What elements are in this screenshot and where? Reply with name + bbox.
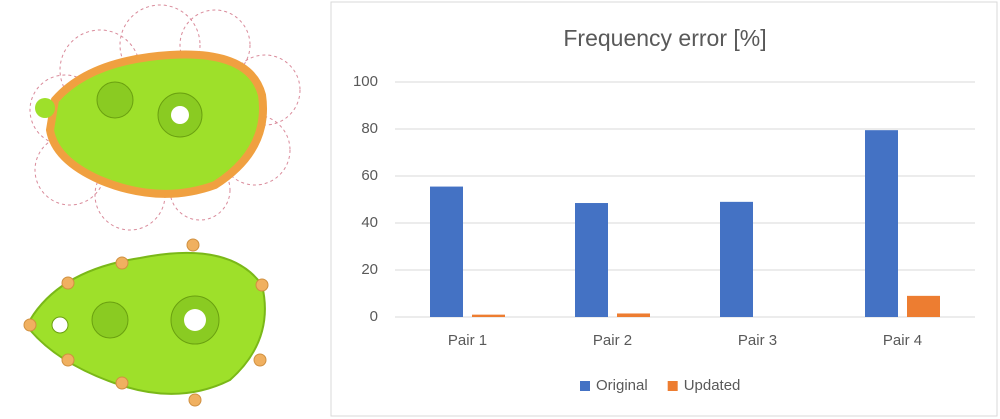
boss bbox=[96, 81, 134, 119]
y-tick-label: 0 bbox=[370, 308, 378, 325]
legend-swatch bbox=[667, 381, 678, 391]
bar bbox=[907, 295, 940, 317]
part-images bbox=[0, 0, 325, 419]
legend-label: Original bbox=[596, 377, 648, 394]
bar bbox=[575, 203, 608, 317]
hole bbox=[171, 106, 189, 124]
y-tick-label: 60 bbox=[361, 167, 378, 184]
chart-title: Frequency error [%] bbox=[563, 25, 766, 51]
legend-swatch bbox=[580, 381, 590, 391]
hole bbox=[184, 309, 206, 331]
x-tick-label: Pair 1 bbox=[448, 332, 487, 349]
top-part bbox=[45, 50, 267, 198]
hole bbox=[51, 316, 69, 334]
x-tick-label: Pair 4 bbox=[883, 332, 922, 349]
bar bbox=[865, 130, 898, 317]
bar bbox=[617, 313, 650, 317]
boss bbox=[35, 98, 55, 118]
y-tick-label: 100 bbox=[353, 73, 378, 90]
x-tick-label: Pair 3 bbox=[738, 332, 777, 349]
bar bbox=[720, 201, 753, 317]
x-tick-label: Pair 2 bbox=[593, 332, 632, 349]
boss bbox=[91, 301, 129, 339]
bar bbox=[472, 314, 505, 317]
y-tick-label: 20 bbox=[361, 261, 378, 278]
legend-label: Updated bbox=[684, 377, 741, 394]
bar bbox=[430, 186, 463, 317]
bolt-holes bbox=[23, 238, 269, 407]
y-tick-label: 80 bbox=[361, 120, 378, 137]
y-tick-label: 40 bbox=[361, 214, 378, 231]
